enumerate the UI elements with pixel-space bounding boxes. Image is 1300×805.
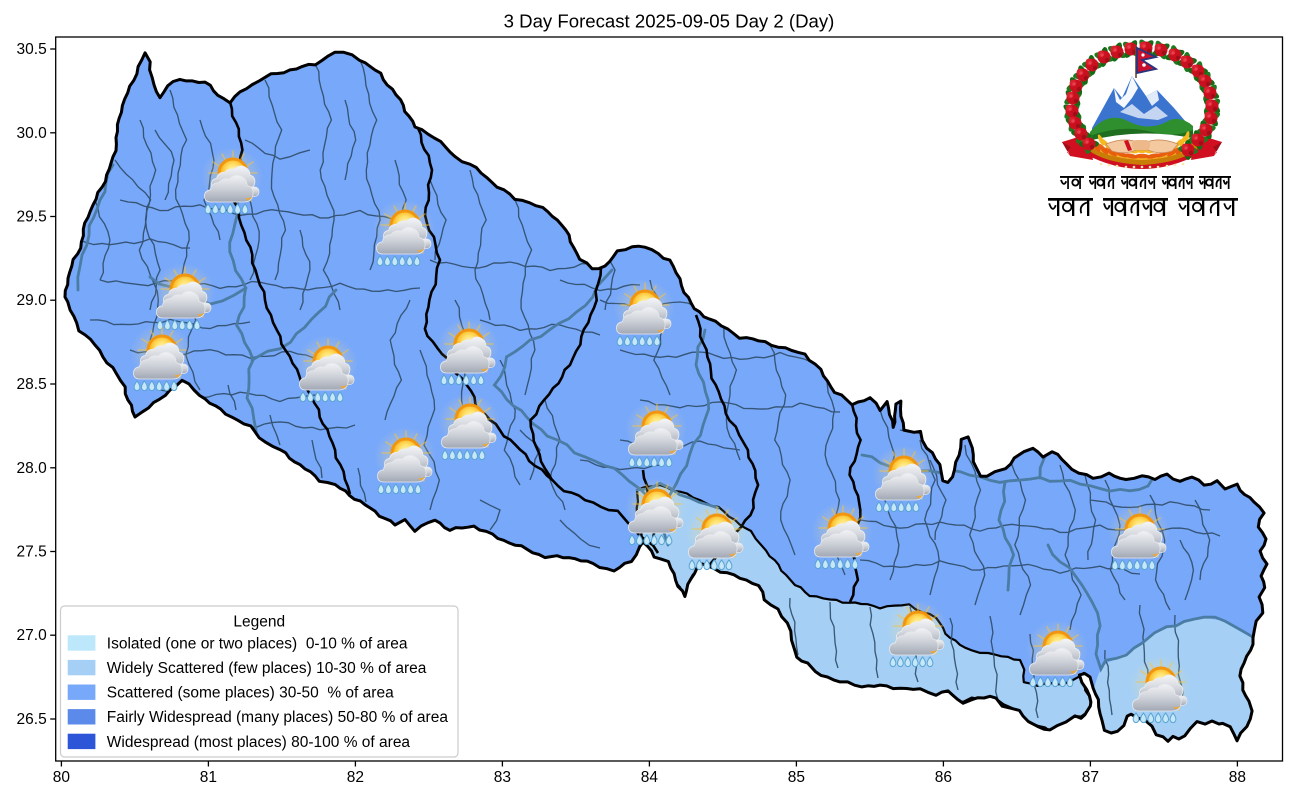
svg-text:88: 88 [1229,769,1246,786]
svg-text:27.5: 27.5 [17,544,47,561]
svg-text:81: 81 [200,769,217,786]
svg-text:Legend: Legend [233,614,285,631]
svg-text:30.5: 30.5 [17,41,47,58]
svg-text:84: 84 [641,769,659,786]
svg-text:29.0: 29.0 [17,292,48,309]
svg-text:85: 85 [788,769,805,786]
svg-text:Fairly Widespread (many places: Fairly Widespread (many places) 50-80 % … [107,709,449,726]
svg-text:3 Day Forecast 2025-09-05 Day: 3 Day Forecast 2025-09-05 Day 2 (Day) [504,11,835,32]
svg-text:Widespread (most places) 80-10: Widespread (most places) 80-100 % of are… [107,734,411,751]
svg-text:28.5: 28.5 [17,376,47,393]
svg-text:28.0: 28.0 [17,460,48,477]
svg-text:Scattered (some places) 30-50: Scattered (some places) 30-50 % of area [107,685,394,702]
svg-text:29.5: 29.5 [17,209,47,226]
svg-text:86: 86 [935,769,952,786]
svg-text:87: 87 [1082,769,1099,786]
svg-text:83: 83 [494,769,511,786]
svg-text:Isolated (one or two places): Isolated (one or two places) 0-10 % of a… [107,635,408,652]
svg-text:Widely Scattered (few places): Widely Scattered (few places) 10-30 % of… [107,660,427,677]
svg-text:82: 82 [347,769,364,786]
svg-text:80: 80 [53,769,71,786]
svg-text:27.0: 27.0 [17,627,48,644]
svg-text:30.0: 30.0 [17,125,48,142]
svg-text:26.5: 26.5 [17,711,47,728]
